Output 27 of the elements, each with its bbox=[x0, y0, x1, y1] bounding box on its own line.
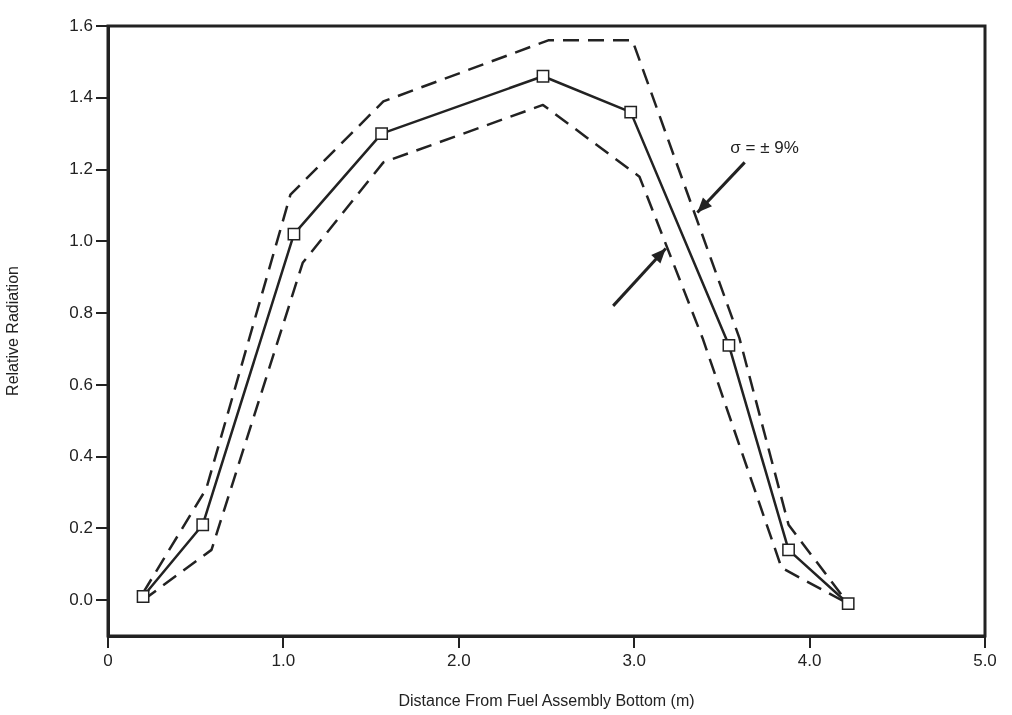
point bbox=[375, 127, 389, 141]
point bbox=[722, 338, 736, 352]
y-tick-label: 1.2 bbox=[69, 159, 93, 179]
y-tick-label: 1.0 bbox=[69, 230, 93, 250]
point bbox=[841, 597, 855, 611]
y-tick-label: 0.6 bbox=[69, 374, 93, 394]
x-tick-label: 5.0 bbox=[973, 650, 997, 670]
y-tick-label: 1.4 bbox=[69, 87, 93, 107]
point bbox=[782, 543, 795, 557]
point bbox=[136, 590, 150, 603]
y-tick-label: 0.8 bbox=[69, 302, 93, 322]
point bbox=[536, 69, 550, 83]
x-tick-label: 0 bbox=[103, 650, 113, 670]
y-axis-title: Relative Radiation bbox=[4, 266, 22, 396]
x-tick-label: 2.0 bbox=[446, 650, 471, 670]
y-tick-label: 0.0 bbox=[69, 589, 93, 609]
annotation: σ = ± 9% bbox=[730, 138, 799, 158]
y-tick-label: 0.2 bbox=[69, 518, 93, 538]
x-tick-label: 3.0 bbox=[622, 650, 647, 670]
x-axis-title: Distance From Fuel Assembly Bottom (m) bbox=[398, 691, 695, 709]
point bbox=[196, 518, 210, 532]
x-tick-label: 4.0 bbox=[797, 650, 822, 670]
point bbox=[624, 105, 638, 119]
y-tick-label: 0.4 bbox=[69, 446, 93, 466]
x-tick-label: 1.0 bbox=[271, 650, 296, 670]
point bbox=[287, 227, 301, 241]
y-tick-label: 1.6 bbox=[69, 15, 93, 35]
